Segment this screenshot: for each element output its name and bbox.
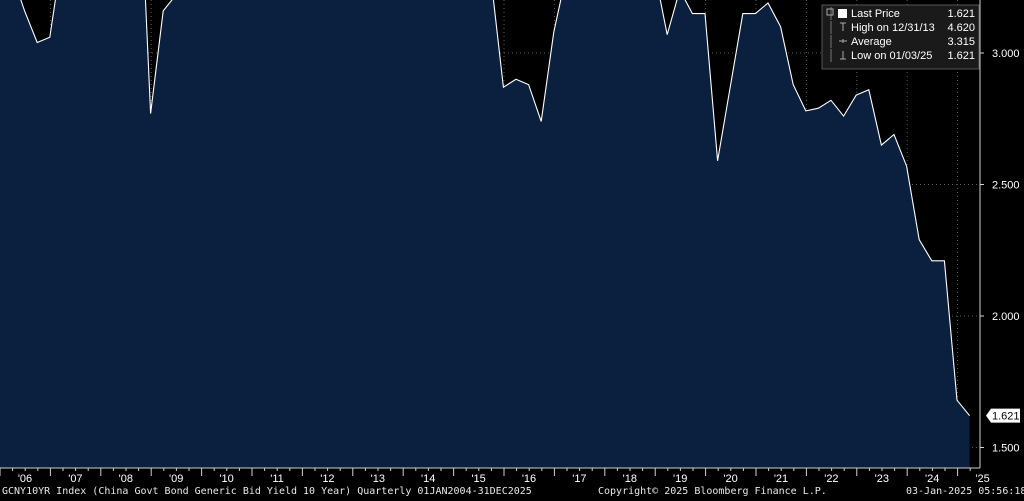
x-tick-label: '12 — [320, 473, 334, 485]
legend-value: 3.315 — [947, 36, 975, 48]
x-tick-label: '13 — [371, 473, 385, 485]
x-tick-label: '21 — [774, 473, 788, 485]
x-tick-label: '24 — [925, 473, 939, 485]
x-tick-label: '07 — [68, 473, 82, 485]
x-tick-label: '16 — [522, 473, 536, 485]
footer-timestamp: 03-Jan-2025 05:56:18 — [906, 486, 1024, 497]
square-icon — [838, 9, 847, 18]
y-tick-label: 3.000 — [992, 48, 1020, 60]
y-tick-label: 1.500 — [992, 443, 1020, 455]
legend-label: Last Price — [851, 8, 900, 20]
x-tick-label: '09 — [169, 473, 183, 485]
legend-row: High on 12/31/13 4.620 — [830, 21, 975, 34]
legend-label: Average — [851, 36, 892, 48]
legend-row: Last Price 1.621 — [830, 7, 975, 20]
legend-label: High on 12/31/13 — [851, 22, 935, 34]
last-price-value: 1.621 — [992, 411, 1020, 423]
y-tick-label: 2.000 — [992, 311, 1020, 323]
x-tick-label: '22 — [824, 473, 838, 485]
legend-value: 1.621 — [947, 50, 975, 62]
average-marker-icon — [839, 39, 847, 43]
footer-index-description: GCNY10YR Index (China Govt Bond Generic … — [2, 486, 532, 497]
x-tick-label: '08 — [119, 473, 133, 485]
low-marker-icon — [840, 51, 846, 60]
x-tick-label: '25 — [975, 473, 989, 485]
x-tick-label: '14 — [421, 473, 435, 485]
legend-value: 1.621 — [947, 8, 975, 20]
x-tick-label: '19 — [673, 473, 687, 485]
x-tick-label: '20 — [723, 473, 737, 485]
collapse-icon[interactable] — [826, 8, 834, 16]
x-tick-label: '23 — [875, 473, 889, 485]
legend-row: Average 3.315 — [830, 35, 975, 48]
footer-copyright: Copyright© 2025 Bloomberg Finance L.P. — [598, 486, 827, 497]
last-price-label: 1.621 — [986, 408, 1020, 423]
x-tick-label: '06 — [18, 473, 32, 485]
legend-label: Low on 01/03/25 — [851, 50, 932, 62]
yield-line — [20, 0, 971, 417]
legend-box — [821, 4, 980, 70]
x-axis: '06 '07 '08 '09 '10 '11 '12 '13 '14 '15 '16 '17 '18 '… — [0, 468, 990, 485]
x-tick-label: '11 — [270, 473, 284, 485]
high-marker-icon — [840, 22, 846, 31]
y-tick-label: 2.500 — [992, 180, 1020, 192]
x-tick-label: '17 — [572, 473, 586, 485]
last-price-tag — [986, 408, 1020, 423]
x-tick-label: '15 — [471, 473, 485, 485]
legend-value: 4.620 — [947, 22, 975, 34]
yield-area — [0, 0, 970, 468]
legend-row: Low on 01/03/25 1.621 — [830, 49, 975, 62]
x-tick-label: '10 — [219, 473, 233, 485]
x-tick-label: '18 — [623, 473, 637, 485]
